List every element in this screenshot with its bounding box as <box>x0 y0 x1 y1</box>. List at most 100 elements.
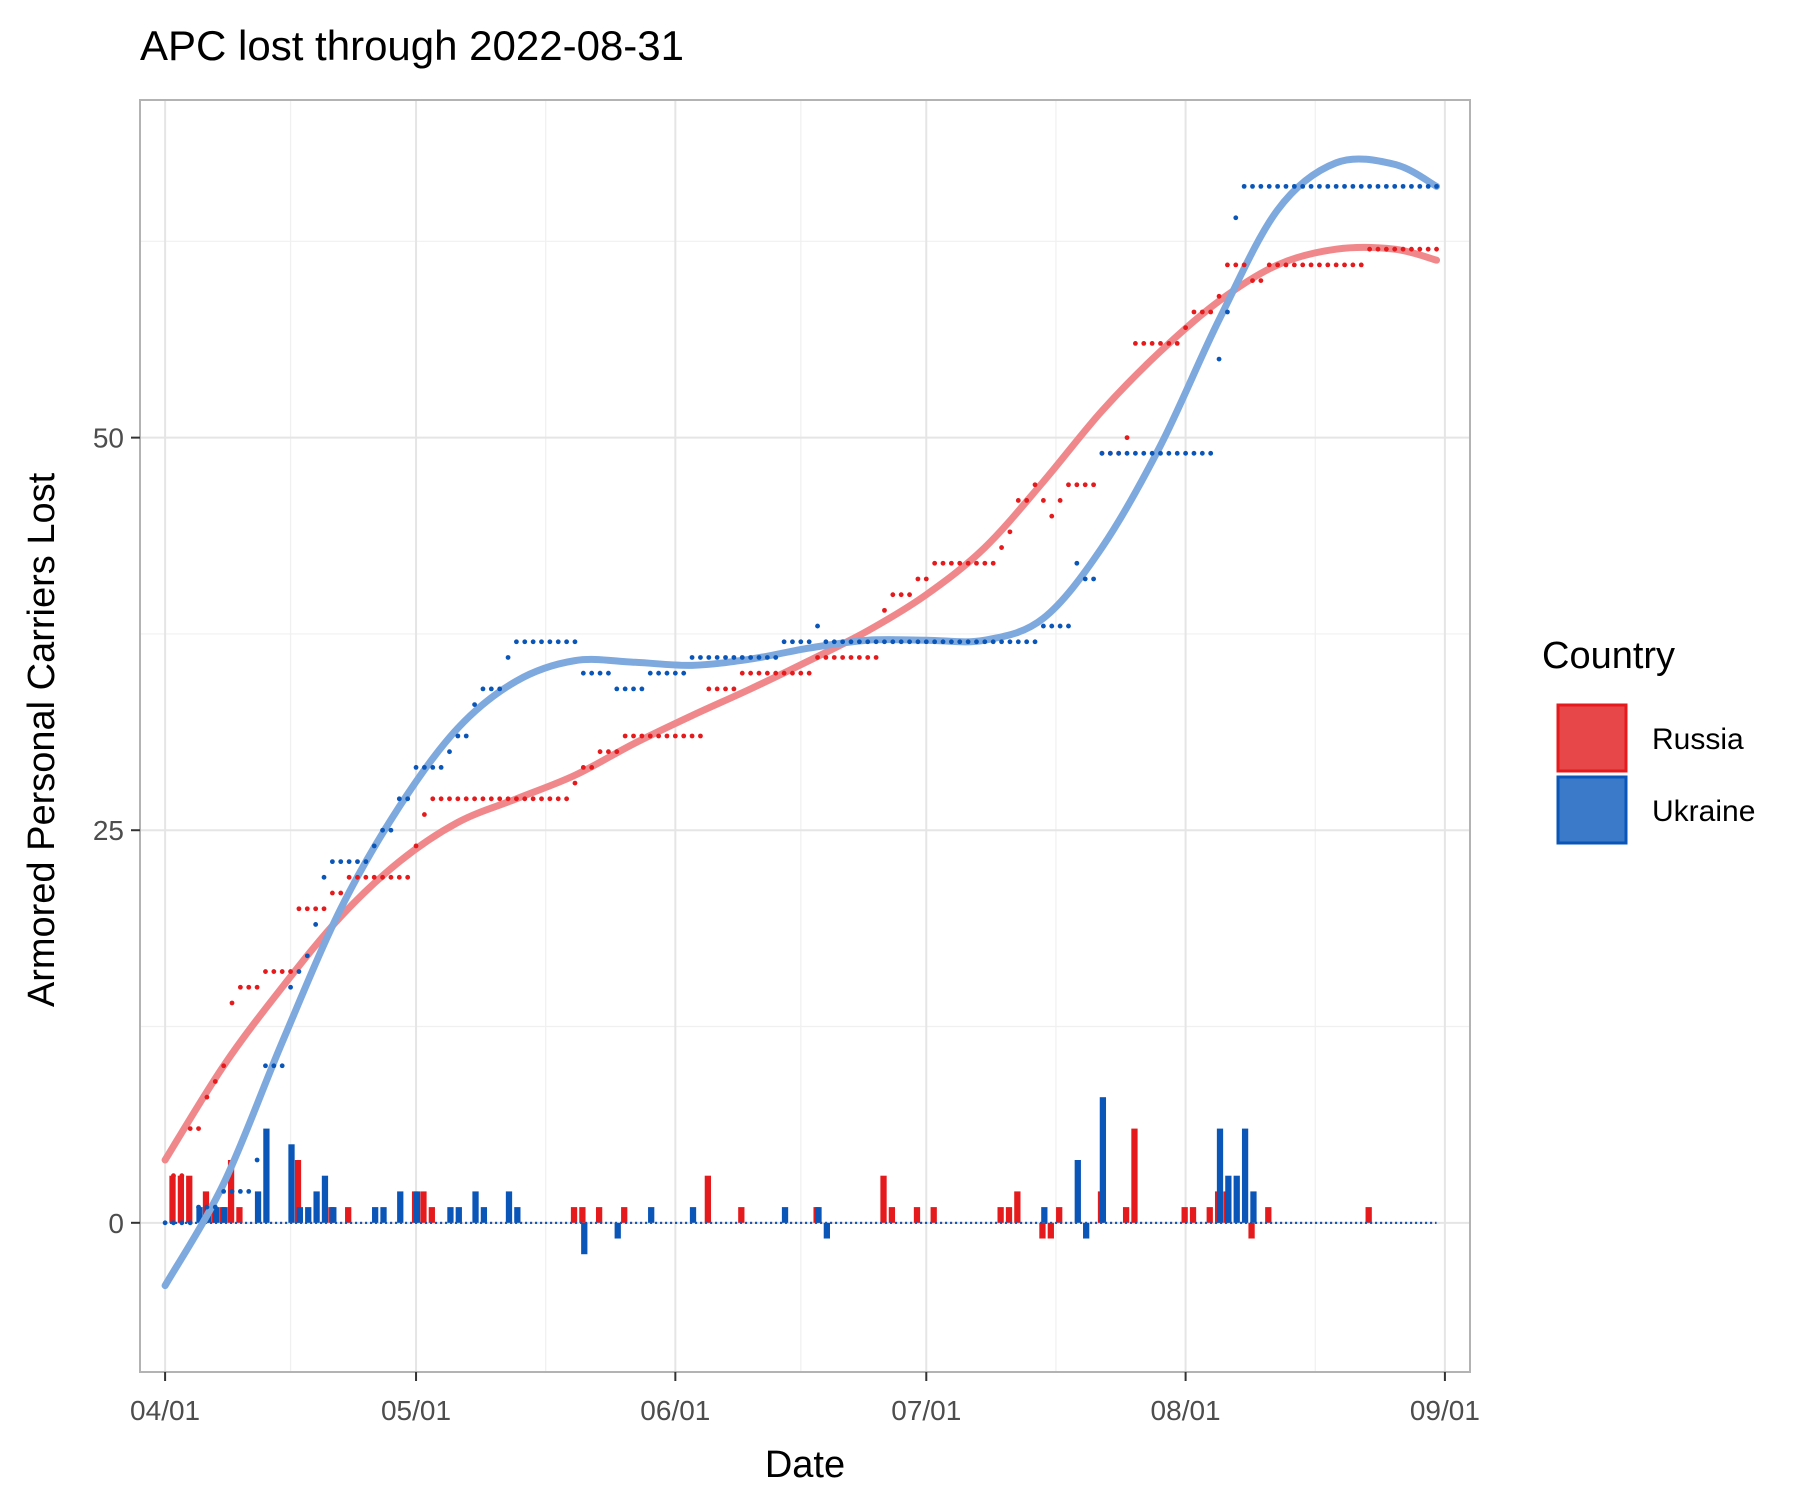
cumulative-point-ukraine <box>806 639 812 645</box>
cumulative-point-russia <box>1007 529 1013 535</box>
cumulative-point-ukraine <box>1317 183 1322 189</box>
cumulative-point-russia <box>1333 262 1339 268</box>
daily-bar-ukraine <box>313 1191 320 1223</box>
cumulative-point-russia <box>505 796 511 802</box>
data-marks <box>161 155 1441 1290</box>
cumulative-point-ukraine <box>589 670 595 676</box>
daily-bar-russia <box>880 1175 887 1223</box>
cumulative-point-ukraine <box>380 827 385 833</box>
cumulative-point-ukraine <box>764 655 770 660</box>
daily-bar-russia <box>1206 1207 1213 1223</box>
cumulative-point-russia <box>1325 262 1331 268</box>
cumulative-point-russia <box>689 733 695 739</box>
cumulative-point-russia <box>1191 309 1197 315</box>
daily-bar-russia <box>186 1175 193 1223</box>
legend: Country Russia Ukraine <box>1542 635 1755 845</box>
cumulative-point-russia <box>1250 278 1255 283</box>
daily-bar-ukraine <box>689 1207 697 1223</box>
cumulative-point-russia <box>313 906 319 912</box>
cumulative-point-russia <box>731 686 737 692</box>
cumulative-point-russia <box>1199 309 1205 315</box>
cumulative-point-ukraine <box>974 639 979 645</box>
cumulative-point-ukraine <box>706 655 712 660</box>
cumulative-point-russia <box>539 796 544 802</box>
daily-bar-ukraine <box>296 1207 304 1223</box>
y-tick-label: 50 <box>93 423 124 454</box>
cumulative-point-ukraine <box>1400 183 1406 189</box>
daily-bar-ukraine <box>1041 1207 1048 1223</box>
cumulative-point-ukraine <box>714 655 720 660</box>
cumulative-point-ukraine <box>522 639 528 645</box>
cumulative-point-ukraine <box>982 639 988 645</box>
cumulative-point-russia <box>497 796 503 802</box>
cumulative-point-russia <box>681 733 687 739</box>
cumulative-point-russia <box>430 796 436 802</box>
cumulative-point-russia <box>940 560 946 566</box>
cumulative-point-russia <box>1141 341 1147 346</box>
cumulative-point-russia <box>999 545 1004 550</box>
cumulative-point-ukraine <box>622 686 628 692</box>
legend-key-russia <box>1556 703 1628 773</box>
cumulative-point-ukraine <box>1107 450 1113 456</box>
daily-bar-russia <box>1265 1207 1272 1223</box>
cumulative-point-ukraine <box>1233 215 1239 221</box>
cumulative-point-russia <box>329 890 335 896</box>
cumulative-point-ukraine <box>672 670 678 676</box>
cumulative-point-russia <box>263 969 268 974</box>
cumulative-point-ukraine <box>990 639 996 645</box>
cumulative-point-russia <box>1275 262 1281 268</box>
cumulative-point-ukraine <box>656 670 662 676</box>
y-axis: 0 25 50 <box>93 423 140 1239</box>
cumulative-point-russia <box>1208 309 1214 315</box>
cumulative-point-russia <box>647 733 653 739</box>
cumulative-point-ukraine <box>689 655 695 660</box>
cumulative-point-russia <box>756 670 762 676</box>
cumulative-point-ukraine <box>371 843 377 849</box>
cumulative-point-ukraine <box>514 639 519 645</box>
cumulative-point-ukraine <box>472 702 477 707</box>
cumulative-point-russia <box>664 733 670 739</box>
cumulative-point-russia <box>488 796 494 802</box>
cumulative-point-ukraine <box>606 670 611 676</box>
daily-bar-ukraine <box>1099 1097 1107 1223</box>
cumulative-point-ukraine <box>957 639 963 645</box>
cumulative-point-russia <box>547 796 553 802</box>
cumulative-point-russia <box>948 560 954 566</box>
cumulative-point-ukraine <box>840 639 846 645</box>
cumulative-point-russia <box>1300 262 1306 268</box>
cumulative-point-russia <box>1409 246 1414 252</box>
cumulative-point-russia <box>831 655 837 660</box>
cumulative-point-ukraine <box>1283 183 1289 189</box>
cumulative-point-russia <box>363 874 369 880</box>
panel-border <box>139 99 1471 1373</box>
daily-bar-ukraine <box>781 1207 789 1223</box>
cumulative-point-ukraine <box>948 639 954 645</box>
cumulative-point-russia <box>1375 246 1381 252</box>
cumulative-point-ukraine <box>873 639 879 645</box>
cumulative-point-russia <box>1233 262 1239 268</box>
daily-bar-ukraine <box>288 1144 295 1223</box>
daily-bar-russia <box>1131 1128 1138 1223</box>
cumulative-point-ukraine <box>1166 450 1172 456</box>
cumulative-point-ukraine <box>932 639 938 645</box>
cumulative-point-ukraine <box>162 1220 168 1226</box>
x-tick-label: 04/01 <box>130 1395 200 1426</box>
cumulative-point-russia <box>898 592 904 598</box>
cumulative-point-ukraine <box>221 1189 227 1194</box>
cumulative-point-ukraine <box>329 859 335 865</box>
x-tick-label: 06/01 <box>640 1395 710 1426</box>
cumulative-point-ukraine <box>1225 309 1230 315</box>
cumulative-point-russia <box>304 906 310 912</box>
trend-line-ukraine <box>161 155 1441 1290</box>
cumulative-point-russia <box>781 670 787 676</box>
cumulative-point-ukraine <box>355 859 360 865</box>
cumulative-point-russia <box>723 686 728 692</box>
cumulative-point-ukraine <box>1040 623 1046 629</box>
cumulative-point-ukraine <box>1300 183 1306 189</box>
cumulative-point-russia <box>196 1126 201 1131</box>
cumulative-point-ukraine <box>539 639 544 645</box>
daily-bar-russia <box>1005 1207 1013 1223</box>
cumulative-point-ukraine <box>430 765 436 770</box>
cumulative-point-ukraine <box>405 796 411 802</box>
